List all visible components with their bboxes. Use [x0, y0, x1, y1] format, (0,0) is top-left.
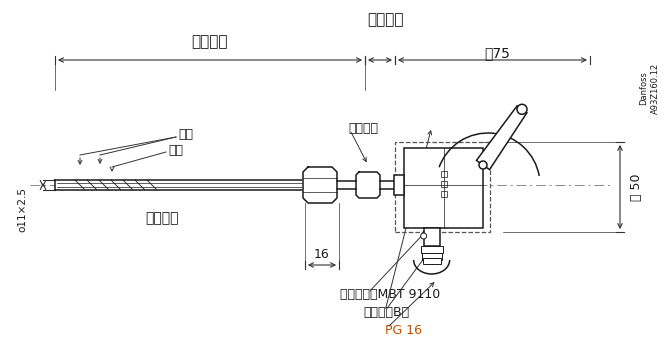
Bar [395, 142, 490, 232]
Bar [404, 148, 483, 228]
Circle shape [421, 233, 427, 239]
Text: 压力联接: 压力联接 [145, 211, 178, 225]
Bar [423, 258, 441, 264]
Polygon shape [356, 172, 380, 198]
Text: o11×2.5: o11×2.5 [17, 187, 27, 232]
Text: 焊接: 焊接 [178, 129, 193, 142]
Polygon shape [476, 106, 527, 170]
Circle shape [479, 161, 487, 169]
Bar [440, 191, 446, 197]
Bar [440, 181, 446, 187]
Text: ～ 50: ～ 50 [630, 173, 643, 201]
Bar [421, 246, 443, 253]
Text: Danfoss
A93Z160.12: Danfoss A93Z160.12 [640, 62, 661, 114]
Text: 联接头，B型: 联接头，B型 [363, 306, 409, 320]
Text: 变送器型式MBT 9110: 变送器型式MBT 9110 [340, 289, 440, 301]
Text: 插入长度: 插入长度 [192, 34, 228, 49]
Bar [423, 228, 440, 246]
Text: 护管: 护管 [168, 143, 183, 157]
Polygon shape [337, 181, 356, 189]
Text: 16: 16 [314, 248, 330, 262]
Polygon shape [55, 180, 310, 190]
Text: 接长长度: 接长长度 [366, 12, 403, 27]
Text: ～75: ～75 [484, 46, 511, 60]
Circle shape [517, 104, 527, 114]
Bar [394, 175, 404, 195]
Bar [440, 171, 446, 177]
Polygon shape [380, 181, 395, 189]
Text: PG 16: PG 16 [385, 323, 422, 337]
Bar [421, 253, 442, 260]
Polygon shape [303, 167, 337, 203]
Text: 连接螺母: 连接螺母 [348, 121, 378, 135]
